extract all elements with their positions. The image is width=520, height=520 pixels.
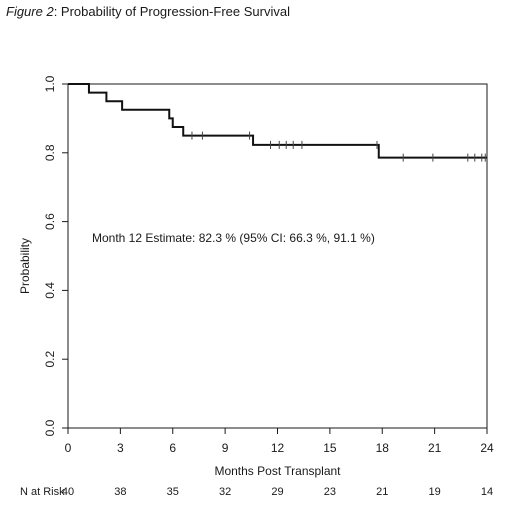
x-tick-label-3: 9 (222, 441, 229, 455)
tick-group: 0 3 6 9 12 15 18 21 24 0.0 0.2 0.4 0.6 0.8 1.0 (43, 75, 494, 455)
y-tick-label-5: 1.0 (43, 75, 57, 92)
at-risk-value-0: 40 (62, 486, 74, 498)
x-tick-label-6: 18 (376, 441, 390, 455)
axes (67, 83, 488, 429)
survival-step-line (68, 83, 487, 159)
x-tick-label-7: 21 (428, 441, 442, 455)
at-risk-value-7: 19 (429, 486, 441, 498)
x-tick-label-1: 3 (117, 441, 124, 455)
y-tick-label-3: 0.6 (43, 213, 57, 230)
x-tick-label-8: 24 (480, 441, 494, 455)
at-risk-value-3: 32 (219, 486, 231, 498)
at-risk-value-2: 35 (167, 486, 179, 498)
at-risk-value-8: 14 (481, 486, 493, 498)
x-tick-label-2: 6 (169, 441, 176, 455)
y-tick-label-0: 0.0 (43, 419, 57, 436)
at-risk-label: N at Risk (20, 486, 65, 498)
at-risk-value-6: 21 (376, 486, 388, 498)
at-risk-value-4: 29 (271, 486, 283, 498)
y-tick-label-1: 0.2 (43, 351, 57, 368)
y-tick-label-2: 0.4 (43, 282, 57, 299)
figure-title: Figure 2: Probability of Progression-Fre… (6, 4, 290, 19)
figure-title-text: : Probability of Progression-Free Surviv… (53, 4, 290, 19)
x-axis-label: Months Post Transplant (214, 464, 341, 478)
at-risk-table: N at Risk 40 38 35 32 29 23 21 19 14 (20, 486, 493, 498)
x-tick-label-5: 15 (323, 441, 337, 455)
at-risk-value-5: 23 (324, 486, 336, 498)
at-risk-value-1: 38 (114, 486, 126, 498)
x-tick-label-0: 0 (65, 441, 72, 455)
x-tick-label-4: 12 (271, 441, 285, 455)
month12-annotation: Month 12 Estimate: 82.3 % (95% CI: 66.3 … (92, 231, 375, 245)
y-tick-label-4: 0.8 (43, 144, 57, 161)
y-axis-label: Probability (18, 238, 32, 294)
figure-label: Figure 2 (6, 4, 54, 19)
plot-frame (67, 83, 488, 429)
survival-curve-group (68, 83, 487, 162)
